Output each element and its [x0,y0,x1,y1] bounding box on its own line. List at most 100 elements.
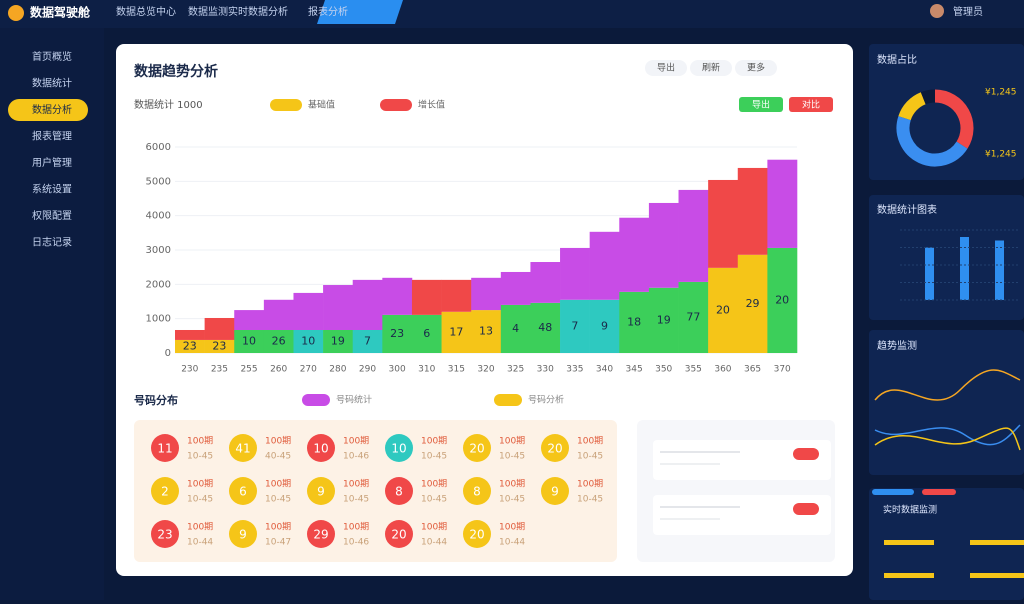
ball-number: 41 [235,442,250,456]
x-tick-label: 340 [596,365,613,375]
bar-segment [323,285,354,330]
bar-segment [500,304,531,353]
bar-segment [560,247,590,300]
ball-number: 20 [391,528,406,542]
ball-sub: 10-45 [187,495,213,505]
x-tick-label: 335 [566,365,583,375]
mini-bar [925,247,934,300]
y-tick-label: 2000 [146,279,171,290]
ball-sub: 10-45 [343,495,369,505]
bar-segment [204,339,235,353]
ball-number: 11 [157,442,172,456]
bar-segment [708,179,739,268]
legend-label: 增长值 [418,99,445,111]
mini-bar [960,237,969,300]
menu-item[interactable]: 用户管理 [32,156,72,169]
donut-slice [898,92,927,121]
segment-label: 10 [242,334,256,347]
action-button[interactable] [789,97,833,112]
header-button-label: 刷新 [702,62,720,74]
ball [307,434,335,462]
card-title: 数据趋势分析 [134,63,218,80]
menu-item[interactable]: 报表管理 [32,130,72,143]
ball-sub: 10-45 [577,495,603,505]
ball-sub: 40-45 [265,452,291,462]
bar-segment [234,310,265,330]
ball-sub: 10-46 [343,452,369,462]
side-tab [922,489,956,495]
menu-item[interactable]: 权限配置 [32,209,72,222]
bar-segment [204,317,235,340]
ball [385,434,413,462]
nav-tab[interactable]: 实时数据分析 [228,5,288,18]
nav-tab[interactable]: 数据总览中心 [116,5,176,18]
bar-segment [382,314,413,353]
bar-segment [411,314,442,353]
y-tick-label: 6000 [146,142,171,153]
donut-slice [920,89,936,105]
side-panel [869,488,1024,600]
legend-swatch [380,99,412,111]
bar-segment [619,217,650,292]
y-tick-label: 0 [165,348,171,359]
tag-swatch [302,394,330,406]
segment-label: 20 [716,303,730,316]
menu-item[interactable]: 数据统计 [32,77,72,90]
ball-caption: 100期 [265,436,291,447]
side-title: 数据占比 [877,53,917,66]
nav-tab[interactable]: 数据监测 [188,5,228,18]
y-tick-label: 5000 [146,176,171,187]
progress [970,540,1024,545]
bar-segment [767,247,798,353]
ball [151,434,179,462]
ball [229,520,257,548]
x-tick-label: 255 [240,365,257,375]
y-tick-label: 4000 [146,211,171,222]
ball-caption: 100期 [187,436,213,447]
list-button[interactable] [793,503,819,515]
side-title: 趋势监测 [877,339,917,352]
bar-segment [737,254,768,353]
donut-legend: ¥1,245 [985,88,1017,98]
donut-legend: ¥1,245 [985,150,1017,160]
menu-item[interactable]: 日志记录 [32,236,72,249]
bar-segment [560,299,590,353]
ball-number: 8 [395,485,403,499]
list-button[interactable] [793,448,819,460]
menu-item[interactable]: 首页概览 [32,50,72,63]
bar-segment [471,310,502,353]
bar-segment [382,277,413,315]
side-title: 实时数据监测 [883,504,937,516]
action-button[interactable] [739,97,783,112]
ball [229,434,257,462]
progress [970,573,1024,578]
menu-item[interactable]: 数据分析 [32,103,72,116]
x-tick-label: 260 [270,365,287,375]
segment-label: 17 [449,325,463,338]
bar-segment [619,291,650,353]
ball [463,520,491,548]
menu-item[interactable]: 系统设置 [32,183,72,196]
bar-segment [648,287,679,353]
ball-caption: 100期 [187,479,213,490]
x-tick-label: 330 [537,365,554,375]
ball [151,477,179,505]
x-tick-label: 270 [300,365,317,375]
brand: 数据驾驶舱 [30,5,91,20]
segment-label: 26 [272,334,286,347]
ball-number: 8 [473,485,481,499]
header-button[interactable] [645,60,687,76]
nav-tab[interactable]: 报表分析 [308,5,348,18]
x-tick-label: 355 [685,365,702,375]
ball-sub: 10-44 [421,538,447,548]
header-button[interactable] [735,60,777,76]
x-tick-label: 370 [774,365,791,375]
ball-sub: 10-45 [499,452,525,462]
user-name: 管理员 [953,5,983,18]
x-tick-label: 320 [477,365,494,375]
bar-segment [293,292,324,330]
ball-caption: 100期 [421,436,447,447]
bar-segment [767,159,798,248]
header-button[interactable] [690,60,732,76]
